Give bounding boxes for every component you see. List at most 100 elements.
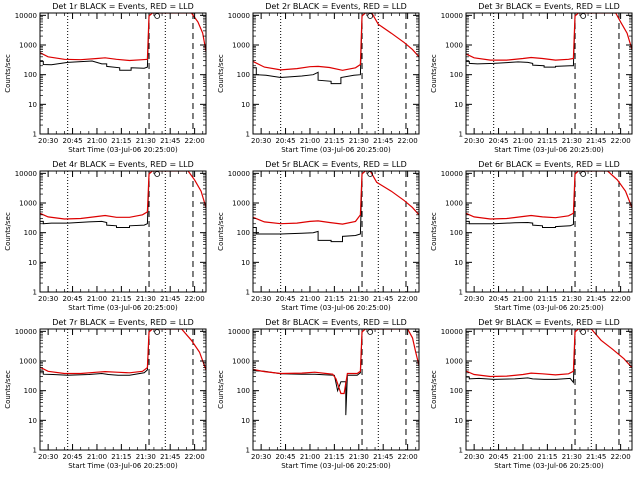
x-axis-label: Start Time (03-Jul-06 20:25:00) xyxy=(494,146,604,154)
y-tick-label: 1000 xyxy=(232,42,250,50)
detector-panel: Det 9r BLACK = Events, RED = LLD 1 10 100 10… xyxy=(430,318,633,470)
x-tick-label: 21:30 xyxy=(562,137,582,145)
x-tick-label: 20:30 xyxy=(464,137,484,145)
y-axis-label: Counts/sec xyxy=(430,212,438,251)
y-tick-label: 1000 xyxy=(445,358,463,366)
x-tick-label: 22:00 xyxy=(185,295,205,303)
x-tick-label: 20:45 xyxy=(275,137,295,145)
x-tick-label: 20:45 xyxy=(488,137,508,145)
y-axis-label: Counts/sec xyxy=(217,212,225,251)
y-tick-label: 1000 xyxy=(19,358,37,366)
events-series-line xyxy=(253,335,363,416)
panel-title: Det 5r BLACK = Events, RED = LLD xyxy=(265,160,407,169)
lld-series-line xyxy=(253,13,419,71)
x-tick-label: 20:45 xyxy=(488,453,508,461)
panel-title: Det 2r BLACK = Events, RED = LLD xyxy=(265,2,407,11)
y-tick-label: 100 xyxy=(237,387,250,395)
x-tick-label: 20:30 xyxy=(464,295,484,303)
y-axis-label: Counts/sec xyxy=(430,54,438,93)
x-tick-label: 20:30 xyxy=(38,137,58,145)
detector-panel: Det 3r BLACK = Events, RED = LLD 1 10 100 10… xyxy=(430,2,633,154)
y-tick-label: 10000 xyxy=(228,12,250,20)
panel-title: Det 3r BLACK = Events, RED = LLD xyxy=(478,2,620,11)
x-tick-label: 21:00 xyxy=(87,295,107,303)
x-tick-label: 21:30 xyxy=(136,453,156,461)
x-tick-label: 21:15 xyxy=(324,453,344,461)
x-tick-label: 20:45 xyxy=(488,295,508,303)
detector-panel: Det 7r BLACK = Events, RED = LLD 1 10 100 10… xyxy=(4,318,207,470)
y-tick-label: 1000 xyxy=(445,200,463,208)
x-tick-label: 21:15 xyxy=(111,453,131,461)
events-series-line xyxy=(253,19,363,85)
x-tick-label: 22:00 xyxy=(185,453,205,461)
x-tick-label: 21:00 xyxy=(87,137,107,145)
y-tick-label: 10000 xyxy=(15,170,37,178)
lld-series-line xyxy=(253,329,419,395)
panel-title: Det 7r BLACK = Events, RED = LLD xyxy=(52,318,194,327)
panel-title: Det 9r BLACK = Events, RED = LLD xyxy=(478,318,620,327)
x-tick-label: 21:45 xyxy=(373,453,393,461)
y-axis-label: Counts/sec xyxy=(4,212,12,251)
x-tick-label: 21:15 xyxy=(537,295,557,303)
x-axis-label: Start Time (03-Jul-06 20:25:00) xyxy=(281,304,391,312)
saturation-marker xyxy=(154,13,161,19)
y-tick-label: 1000 xyxy=(19,42,37,50)
detector-panel: Det 4r BLACK = Events, RED = LLD 1 10 100 10… xyxy=(4,160,207,312)
saturation-marker xyxy=(367,329,374,335)
plot-frame xyxy=(39,328,207,451)
y-axis-label: Counts/sec xyxy=(430,370,438,409)
lld-series-line xyxy=(253,171,419,225)
x-tick-label: 20:30 xyxy=(464,453,484,461)
x-tick-label: 21:15 xyxy=(111,137,131,145)
y-tick-label: 100 xyxy=(450,387,463,395)
y-tick-label: 1000 xyxy=(445,42,463,50)
plot-frame xyxy=(252,170,420,293)
x-axis-label: Start Time (03-Jul-06 20:25:00) xyxy=(281,462,391,470)
y-tick-label: 10000 xyxy=(441,170,463,178)
x-tick-label: 21:30 xyxy=(349,137,369,145)
y-tick-label: 10000 xyxy=(441,12,463,20)
y-tick-label: 1 xyxy=(459,289,463,297)
x-tick-label: 20:45 xyxy=(62,295,82,303)
plot-frame xyxy=(465,12,633,135)
y-tick-label: 1000 xyxy=(232,358,250,366)
events-series-line xyxy=(40,335,150,376)
detector-panel: Det 8r BLACK = Events, RED = LLD 1 10 100 10… xyxy=(217,318,420,470)
plot-frame xyxy=(252,12,420,135)
events-series-line xyxy=(40,177,150,228)
y-tick-label: 100 xyxy=(24,71,37,79)
x-tick-label: 20:30 xyxy=(38,295,58,303)
x-axis-label: Start Time (03-Jul-06 20:25:00) xyxy=(494,462,604,470)
x-axis-label: Start Time (03-Jul-06 20:25:00) xyxy=(68,304,178,312)
x-tick-label: 21:30 xyxy=(562,453,582,461)
y-tick-label: 10 xyxy=(241,101,250,109)
x-axis-label: Start Time (03-Jul-06 20:25:00) xyxy=(68,146,178,154)
x-tick-label: 21:45 xyxy=(586,295,606,303)
x-tick-label: 20:30 xyxy=(251,453,271,461)
x-tick-label: 21:45 xyxy=(160,137,180,145)
saturation-marker xyxy=(154,171,161,177)
x-tick-label: 21:30 xyxy=(349,295,369,303)
detector-panel: Det 5r BLACK = Events, RED = LLD 1 10 100 10… xyxy=(217,160,420,312)
y-tick-label: 100 xyxy=(237,229,250,237)
detector-panel: Det 6r BLACK = Events, RED = LLD 1 10 100 10… xyxy=(430,160,633,312)
x-tick-label: 21:00 xyxy=(300,295,320,303)
y-tick-label: 10000 xyxy=(228,170,250,178)
y-axis-label: Counts/sec xyxy=(217,370,225,409)
lld-series-line xyxy=(40,13,206,62)
x-tick-label: 22:00 xyxy=(398,295,418,303)
x-axis-label: Start Time (03-Jul-06 20:25:00) xyxy=(281,146,391,154)
y-tick-label: 10 xyxy=(241,417,250,425)
x-tick-label: 21:00 xyxy=(87,453,107,461)
x-tick-label: 22:00 xyxy=(398,137,418,145)
x-tick-label: 20:45 xyxy=(62,137,82,145)
x-tick-label: 21:45 xyxy=(373,137,393,145)
x-tick-label: 21:00 xyxy=(513,137,533,145)
x-tick-label: 21:45 xyxy=(160,453,180,461)
lld-series-line xyxy=(466,13,632,61)
y-tick-label: 10 xyxy=(28,259,37,267)
panel-title: Det 6r BLACK = Events, RED = LLD xyxy=(478,160,620,169)
x-tick-label: 22:00 xyxy=(611,137,631,145)
events-series-line xyxy=(253,177,363,243)
x-tick-label: 22:00 xyxy=(611,453,631,461)
